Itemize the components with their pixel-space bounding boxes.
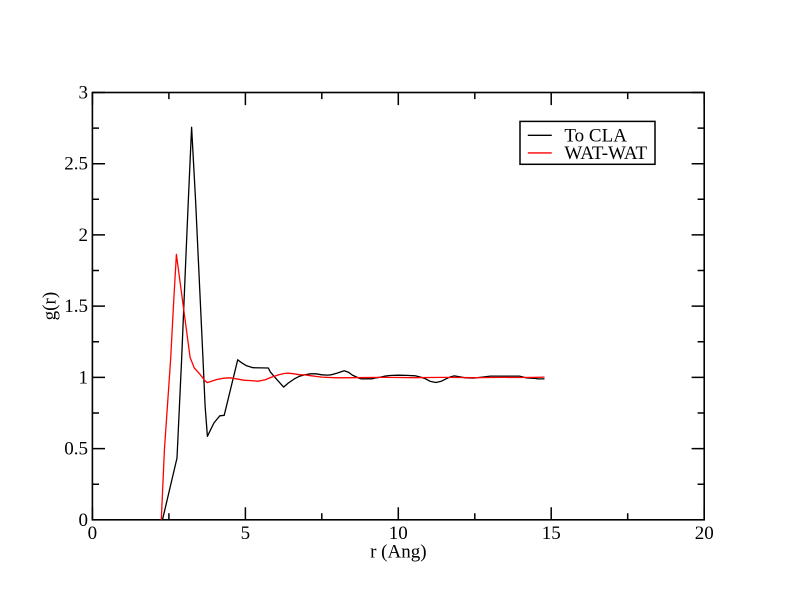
svg-text:1: 1 (79, 367, 89, 388)
svg-text:2: 2 (79, 225, 89, 246)
svg-text:r (Ang): r (Ang) (370, 542, 426, 563)
svg-text:2.5: 2.5 (64, 154, 88, 175)
svg-text:5: 5 (241, 523, 251, 544)
svg-text:0: 0 (79, 510, 89, 531)
svg-text:3: 3 (79, 83, 89, 104)
svg-text:1.5: 1.5 (64, 296, 88, 317)
svg-text:15: 15 (542, 523, 561, 544)
svg-text:0.5: 0.5 (64, 439, 88, 460)
svg-text:To CLA: To CLA (564, 125, 627, 146)
svg-text:20: 20 (695, 523, 714, 544)
svg-text:10: 10 (389, 523, 408, 544)
svg-text:0: 0 (88, 523, 98, 544)
svg-text:g(r): g(r) (40, 292, 61, 320)
svg-text:WAT-WAT: WAT-WAT (564, 143, 647, 164)
